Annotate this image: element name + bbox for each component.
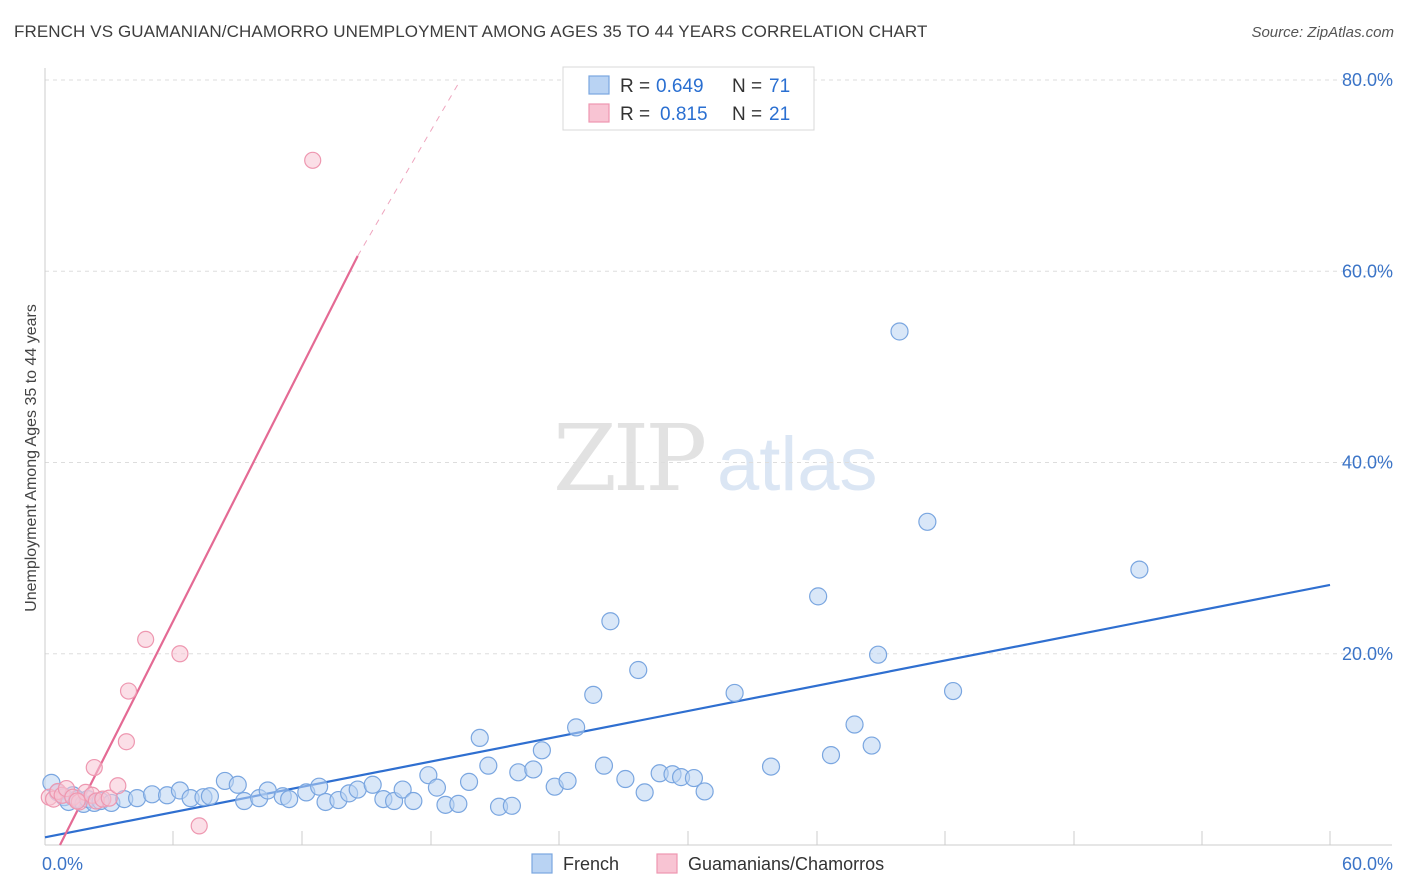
y-tick-label-0: 20.0%: [1342, 644, 1393, 664]
french-point-55: [616, 769, 635, 789]
legend-guam-r-value: 0.815: [660, 104, 708, 125]
french-point-12: [127, 789, 147, 808]
y-tick-label-3: 80.0%: [1342, 70, 1393, 90]
guam-point-16: [137, 630, 155, 649]
guam-point-12: [109, 777, 127, 795]
french-point-71: [918, 512, 937, 531]
french-point-50: [558, 771, 577, 791]
guam-point-18: [190, 817, 208, 835]
french-point-42: [470, 728, 489, 748]
y-tick-label-1: 40.0%: [1342, 453, 1393, 473]
x-tick-label-1: 60.0%: [1342, 854, 1393, 874]
french-point-69: [869, 645, 888, 664]
guam-points: [40, 151, 322, 835]
legend-french-swatch: [588, 75, 610, 95]
french-points: [42, 322, 1149, 816]
y-axis-label: Unemployment Among Ages 35 to 44 years: [23, 304, 40, 612]
french-point-48: [532, 741, 551, 760]
legend-guam-n-label: N =: [732, 104, 762, 125]
guam-point-17: [171, 645, 189, 663]
guam-point-15: [119, 682, 138, 700]
french-point-20: [228, 775, 247, 794]
french-point-25: [280, 789, 299, 809]
french-point-36: [404, 791, 423, 811]
guam-trend-extension: [357, 79, 461, 257]
french-point-52: [584, 685, 603, 704]
french-point-32: [363, 775, 382, 794]
legend-guam-r-label: R =: [620, 104, 650, 125]
legend-guam-n-value: 21: [769, 104, 790, 125]
french-point-62: [695, 782, 714, 801]
french-point-70: [890, 322, 909, 341]
bottom-legend-french-label: French: [563, 854, 619, 874]
french-point-46: [509, 763, 528, 782]
axes: [44, 68, 1392, 846]
french-point-38: [427, 778, 447, 797]
chart-title: FRENCH VS GUAMANIAN/CHAMORRO UNEMPLOYMEN…: [14, 22, 928, 41]
french-point-41: [459, 772, 479, 791]
french-point-72: [943, 681, 963, 701]
bottom-legend-french-swatch: [531, 853, 553, 874]
french-point-40: [449, 794, 468, 813]
legend-french-n-value: 71: [769, 76, 790, 97]
guam-point-14: [117, 733, 135, 751]
french-point-21: [235, 791, 254, 811]
watermark-atlas: atlas: [717, 422, 878, 507]
french-point-56: [629, 660, 648, 680]
legend-french-r-value: 0.649: [656, 76, 704, 97]
french-point-45: [502, 796, 521, 815]
guam-trend-line: [59, 255, 359, 846]
french-point-53: [594, 756, 614, 775]
grid: [45, 79, 1392, 655]
french-point-63: [725, 683, 744, 703]
french-point-27: [310, 777, 329, 796]
legend-french-r-label: R =: [620, 76, 650, 97]
legend-french-n-label: N =: [732, 76, 762, 97]
bottom-legend-guam-label: Guamanians/Chamorros: [688, 854, 884, 874]
french-point-35: [393, 780, 412, 799]
correlation-legend: R = 0.649 N = 71 R = 0.815 N = 21: [562, 66, 815, 131]
french-point-65: [809, 587, 828, 606]
french-point-73: [1130, 560, 1149, 579]
french-point-61: [684, 768, 704, 788]
french-point-66: [821, 746, 841, 765]
y-tick-label-2: 60.0%: [1342, 261, 1393, 281]
guam-point-11: [100, 789, 118, 807]
french-point-64: [761, 757, 781, 776]
french-point-43: [479, 756, 498, 775]
french-point-31: [348, 780, 367, 799]
bottom-legend-guam-swatch: [656, 853, 678, 874]
legend-guam-swatch: [588, 103, 610, 123]
french-point-67: [845, 715, 864, 734]
french-point-54: [601, 612, 620, 631]
french-point-37: [419, 766, 438, 785]
x-tick-label-0: 0.0%: [42, 854, 83, 874]
tick-labels: 20.0% 40.0% 60.0% 80.0% 0.0% 60.0%: [42, 70, 1393, 874]
watermark-zip: ZIP: [553, 405, 704, 512]
guam-point-20: [68, 792, 86, 810]
source-label: Source: ZipAtlas.com: [1251, 24, 1394, 41]
guam-point-13: [85, 758, 103, 777]
french-point-68: [862, 736, 881, 755]
guam-point-19: [304, 151, 322, 169]
french-point-47: [524, 760, 543, 779]
french-point-57: [635, 783, 654, 802]
french-point-18: [200, 787, 220, 806]
series-legend: French Guamanians/Chamorros: [531, 853, 884, 874]
french-point-51: [567, 718, 586, 737]
